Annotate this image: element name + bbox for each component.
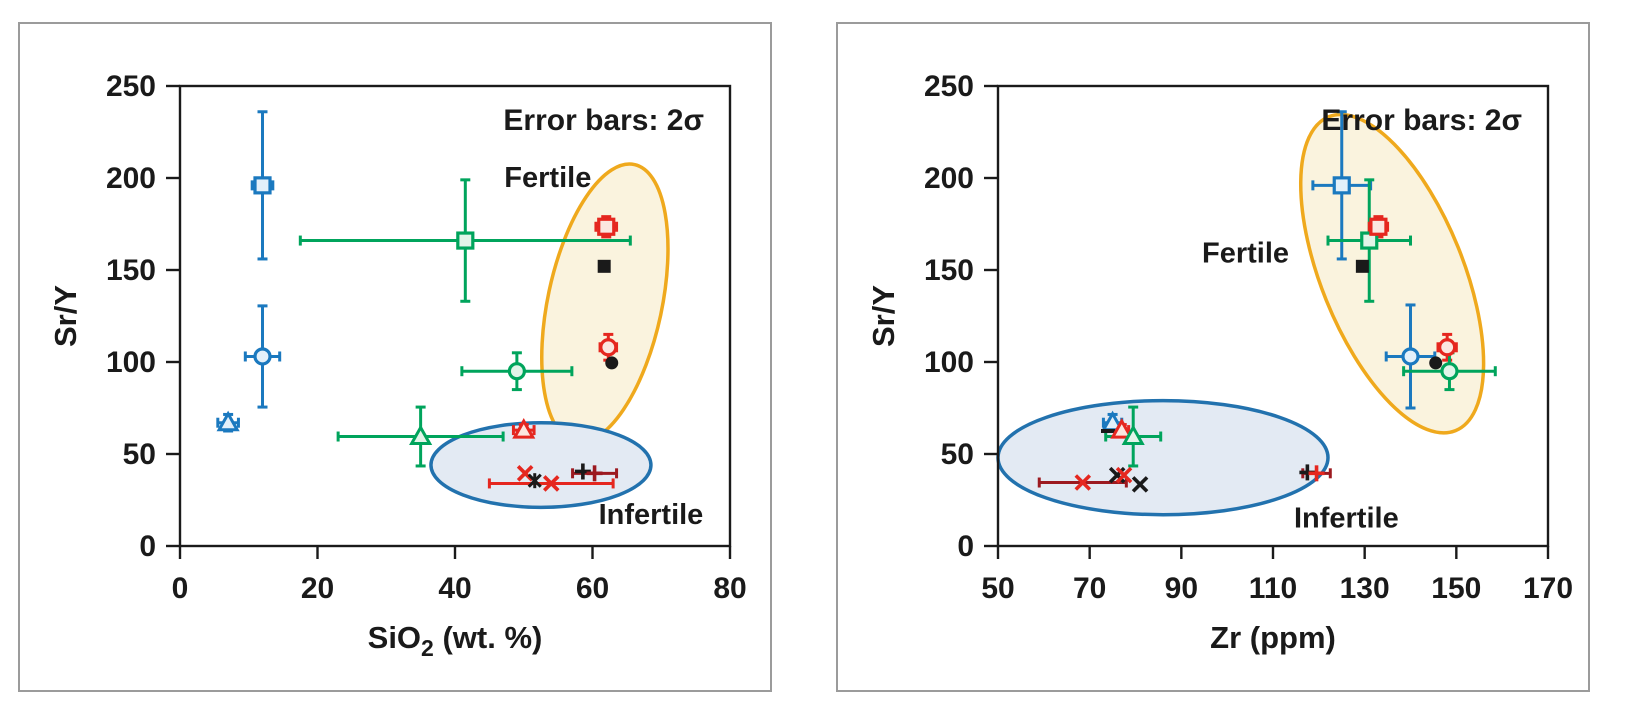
y-tick-label: 100 xyxy=(924,346,974,379)
x-tick-label: 50 xyxy=(981,572,1014,605)
fertile-region-ellipse xyxy=(540,162,670,444)
filled-square-marker xyxy=(1355,259,1369,273)
y-tick-label: 200 xyxy=(106,162,156,195)
x-marker xyxy=(1074,474,1092,491)
y-tick-label: 150 xyxy=(106,254,156,287)
x-tick-label: 0 xyxy=(172,572,189,605)
open-circle-marker xyxy=(507,362,526,381)
x-axis-title: Zr (ppm) xyxy=(1210,620,1336,655)
infertile-region-ellipse xyxy=(429,420,653,510)
error-bars-annotation: Error bars: 2σ xyxy=(503,104,704,137)
y-tick-label: 250 xyxy=(924,70,974,103)
open-triangle-marker xyxy=(216,410,240,432)
open-triangle-marker xyxy=(1121,424,1145,446)
y-axis-title: Sr/Y xyxy=(866,285,901,347)
x-tick-label: 80 xyxy=(713,572,746,605)
open-triangle-marker xyxy=(409,424,433,446)
x-tick-label: 20 xyxy=(301,572,334,605)
x-tick-label: 40 xyxy=(438,572,471,605)
sr-y-vs-sio2-chart: Fertile Infertile Error bars: 2σ 0 20 40 60 80 0… xyxy=(48,70,747,661)
x-tick-label: 60 xyxy=(576,572,609,605)
filled-circle-marker xyxy=(1429,356,1443,370)
x-tick-label: 90 xyxy=(1165,572,1198,605)
x-axis-title: SiO2 (wt. %) xyxy=(368,620,543,661)
filled-square-marker xyxy=(597,259,611,273)
fertile-region-label: Fertile xyxy=(1202,238,1289,270)
fertile-region-ellipse xyxy=(1298,112,1486,435)
y-tick-label: 250 xyxy=(106,70,156,103)
left-chart-panel: Fertile Infertile Error bars: 2σ 0 20 40 60 80 0… xyxy=(18,22,772,692)
open-square-marker xyxy=(1369,217,1388,236)
right-chart-panel: Fertile Infertile Error bars: 2σ 50 70 90 110 1… xyxy=(836,22,1590,692)
infertile-region-ellipse xyxy=(996,398,1330,517)
open-circle-marker xyxy=(1440,362,1459,381)
open-square-marker xyxy=(253,176,272,195)
sr-y-vs-zr-chart: Fertile Infertile Error bars: 2σ 50 70 90 110 1… xyxy=(866,70,1573,655)
y-tick-label: 50 xyxy=(123,438,156,471)
y-tick-label: 0 xyxy=(139,530,156,563)
fertile-region-label: Fertile xyxy=(504,162,591,194)
y-tick-label: 0 xyxy=(957,530,974,563)
x-tick-label: 130 xyxy=(1340,572,1390,605)
y-tick-label: 150 xyxy=(924,254,974,287)
y-tick-label: 50 xyxy=(941,438,974,471)
open-square-marker xyxy=(456,231,475,250)
open-circle-marker xyxy=(1438,338,1457,357)
open-circle-marker xyxy=(1401,347,1420,366)
open-square-marker xyxy=(1360,231,1379,250)
infertile-region-label: Infertile xyxy=(599,499,704,531)
open-square-marker xyxy=(1332,176,1351,195)
open-triangle-marker xyxy=(512,418,536,439)
y-tick-label: 200 xyxy=(924,162,974,195)
x-tick-label: 170 xyxy=(1523,572,1573,605)
y-axis-title: Sr/Y xyxy=(48,285,83,347)
x-tick-label: 70 xyxy=(1073,572,1106,605)
open-triangle-marker xyxy=(1110,418,1134,439)
x-tick-label: 110 xyxy=(1249,572,1297,605)
infertile-region-label: Infertile xyxy=(1294,503,1399,535)
y-tick-label: 100 xyxy=(106,346,156,379)
filled-circle-marker xyxy=(605,356,619,370)
open-circle-marker xyxy=(253,347,272,366)
x-marker xyxy=(1131,476,1149,493)
open-square-marker xyxy=(597,217,616,236)
x-marker xyxy=(542,475,560,492)
error-bars-annotation: Error bars: 2σ xyxy=(1321,104,1522,137)
x-marker xyxy=(1115,466,1133,484)
open-circle-marker xyxy=(599,338,618,357)
x-tick-label: 150 xyxy=(1431,572,1481,605)
x-marker xyxy=(516,465,534,482)
